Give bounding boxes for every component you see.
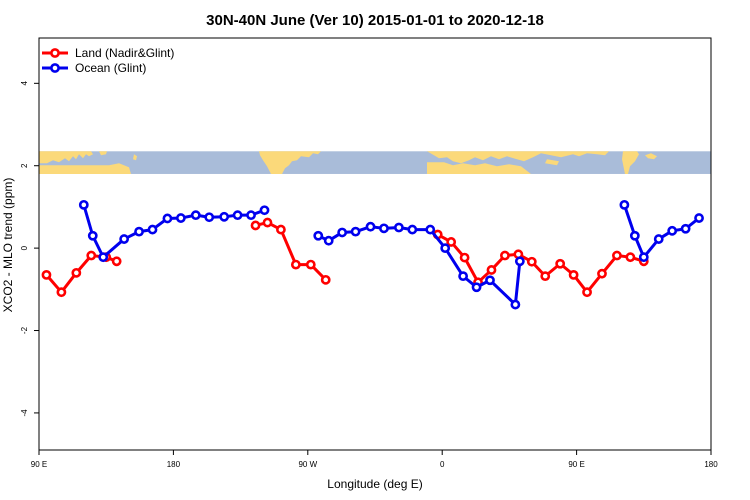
data-point	[250, 220, 261, 231]
x-tick-label: 90 E	[31, 460, 47, 469]
data-point	[514, 256, 525, 267]
legend-label: Ocean (Glint)	[75, 61, 146, 75]
data-point	[147, 224, 158, 235]
land-region-2	[39, 163, 131, 174]
data-point	[119, 234, 130, 244]
y-tick-label: 2	[20, 163, 29, 168]
data-point	[694, 213, 704, 223]
data-point	[41, 269, 52, 280]
data-point	[407, 224, 418, 235]
land-region-8	[545, 159, 559, 166]
data-point	[510, 299, 521, 310]
data-point	[667, 225, 678, 236]
data-point	[134, 226, 144, 237]
series-line	[255, 221, 327, 281]
data-point	[629, 230, 640, 241]
y-tick-label: -2	[20, 326, 29, 334]
data-point	[440, 243, 451, 254]
data-point	[111, 256, 122, 267]
data-point	[98, 252, 109, 263]
data-point	[71, 267, 82, 278]
land-region-9	[622, 151, 639, 174]
x-tick-label: 180	[704, 460, 718, 469]
x-tick-label: 180	[167, 460, 181, 469]
data-point	[612, 250, 622, 261]
world-map-strip	[39, 151, 711, 174]
data-point	[305, 259, 316, 270]
data-point	[446, 237, 457, 247]
x-tick-label: 90 E	[568, 460, 584, 469]
series-ocean	[78, 199, 704, 310]
land-region-10	[645, 153, 657, 160]
series-land	[41, 217, 649, 298]
data-point	[425, 224, 436, 235]
data-point	[597, 268, 607, 279]
land-region-7	[427, 162, 531, 174]
y-axis-label: XCO2 - MLO trend (ppm)	[1, 178, 15, 313]
legend: Land (Nadir&Glint)Ocean (Glint)	[42, 46, 174, 75]
data-point	[175, 213, 186, 223]
data-point	[393, 222, 404, 233]
plot-frame	[38, 37, 712, 451]
x-axis: 90 E 180 90 W 0 90 E 180	[31, 450, 718, 469]
data-point	[458, 271, 469, 282]
data-point	[323, 235, 334, 246]
ocean-band	[39, 151, 711, 174]
land-region-6	[427, 151, 609, 164]
y-axis: -4 -2 0 2 4	[20, 81, 39, 417]
data-point	[379, 223, 389, 234]
data-point	[259, 205, 270, 216]
data-point	[459, 252, 470, 263]
data-point	[290, 259, 301, 270]
x-axis-label: Longitude (deg E)	[327, 477, 422, 491]
data-point	[276, 224, 286, 235]
y-tick-label: 4	[20, 81, 29, 86]
data-point	[471, 282, 482, 293]
data-point	[680, 223, 691, 234]
data-point	[350, 226, 361, 237]
data-point	[78, 199, 89, 210]
data-point	[526, 256, 537, 267]
data-point	[190, 210, 201, 221]
data-point	[540, 271, 551, 282]
legend-marker	[50, 48, 60, 58]
data-point	[486, 265, 497, 275]
data-point	[56, 287, 67, 298]
data-point	[246, 210, 256, 221]
data-point	[86, 250, 97, 261]
data-point	[219, 211, 230, 222]
data-point	[337, 227, 348, 238]
data-point	[625, 252, 636, 263]
data-point	[653, 234, 664, 244]
x-tick-label: 90 W	[298, 460, 317, 469]
data-point	[365, 221, 376, 232]
data-point	[262, 217, 273, 228]
y-tick-label: 0	[20, 245, 29, 250]
data-point	[500, 250, 510, 261]
data-point	[313, 230, 324, 241]
series-layer	[41, 199, 704, 310]
land-region-3	[99, 151, 107, 156]
data-point	[568, 269, 579, 280]
data-point	[162, 213, 173, 224]
legend-label: Land (Nadir&Glint)	[75, 46, 174, 60]
data-point	[320, 274, 331, 285]
series-line	[436, 233, 645, 294]
legend-marker	[50, 63, 60, 73]
data-point	[638, 252, 649, 263]
data-point	[555, 258, 566, 269]
data-point	[582, 287, 592, 298]
data-point	[619, 199, 630, 210]
chart-title: 30N-40N June (Ver 10) 2015-01-01 to 2020…	[206, 12, 544, 29]
land-region-5	[259, 151, 321, 174]
data-point	[204, 212, 215, 223]
y-tick-label: -4	[20, 409, 29, 417]
land-region-1	[39, 151, 93, 164]
land-region-4	[133, 154, 137, 161]
x-tick-label: 0	[440, 460, 445, 469]
data-point	[485, 275, 495, 286]
data-point	[232, 210, 243, 221]
data-point	[87, 230, 98, 241]
